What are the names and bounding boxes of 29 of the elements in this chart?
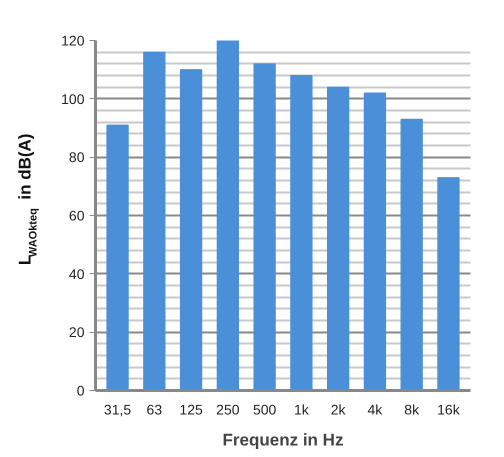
bar xyxy=(437,177,460,390)
y-tick-label: 0 xyxy=(76,382,85,398)
y-tick-label: 100 xyxy=(61,90,85,107)
x-tick-label: 31,5 xyxy=(104,402,132,418)
x-tick-label: 2k xyxy=(330,402,347,418)
x-tick-label: 1k xyxy=(294,402,310,418)
bar xyxy=(106,124,129,390)
y-tick-label: 120 xyxy=(61,32,85,48)
bar xyxy=(143,52,166,390)
bar xyxy=(400,118,423,390)
y-axis-title: LWAOkteq in dB(A) xyxy=(16,134,40,266)
x-tick-label: 4k xyxy=(368,402,384,418)
bar xyxy=(290,75,313,390)
y-tick-label: 80 xyxy=(68,149,85,166)
x-axis-title: Frequenz in Hz xyxy=(222,430,344,450)
bar xyxy=(364,92,386,390)
y-tick-label: 20 xyxy=(68,324,85,340)
x-tick-label: 8k xyxy=(404,402,420,418)
bar xyxy=(180,69,202,390)
x-tick-label: 63 xyxy=(146,402,162,418)
x-tick-label: 250 xyxy=(216,402,240,418)
x-tick-label: 16k xyxy=(437,402,461,418)
y-tick-label: 40 xyxy=(68,266,85,282)
bar xyxy=(326,86,350,390)
x-tick-label: 500 xyxy=(252,402,277,418)
bar xyxy=(216,40,240,390)
x-tick-label: 125 xyxy=(179,402,203,418)
y-tick-label: 60 xyxy=(68,208,85,224)
bar xyxy=(253,63,276,390)
